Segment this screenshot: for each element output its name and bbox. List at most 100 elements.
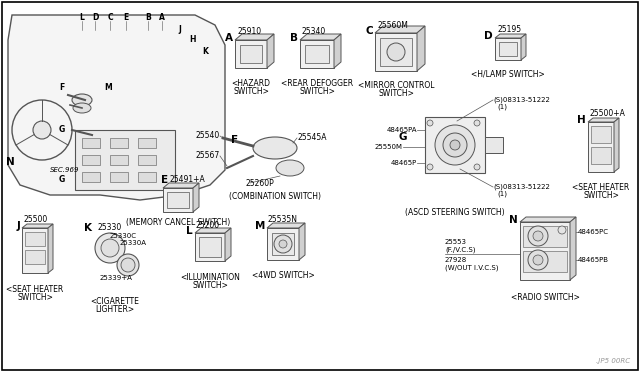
Circle shape xyxy=(427,164,433,170)
Text: K: K xyxy=(202,48,208,57)
Polygon shape xyxy=(235,34,274,40)
Text: J: J xyxy=(16,221,20,231)
Text: L: L xyxy=(186,226,193,236)
Text: <H/LAMP SWITCH>: <H/LAMP SWITCH> xyxy=(471,70,545,78)
Text: (1): (1) xyxy=(497,191,507,197)
Text: F: F xyxy=(232,135,239,145)
Text: 25540: 25540 xyxy=(196,131,220,141)
Text: D: D xyxy=(484,31,493,41)
Text: SWITCH>: SWITCH> xyxy=(299,87,335,96)
Text: B: B xyxy=(290,33,298,43)
Circle shape xyxy=(95,233,125,263)
Circle shape xyxy=(533,255,543,265)
Bar xyxy=(588,122,614,172)
Text: <SEAT HEATER: <SEAT HEATER xyxy=(6,285,63,295)
Text: 25553: 25553 xyxy=(445,239,467,245)
Bar xyxy=(199,237,221,257)
Bar xyxy=(523,251,567,272)
Text: 25545A: 25545A xyxy=(297,134,326,142)
Polygon shape xyxy=(22,224,53,228)
Text: <HAZARD: <HAZARD xyxy=(232,78,271,87)
Text: E: E xyxy=(161,175,168,185)
Text: SWITCH>: SWITCH> xyxy=(583,192,619,201)
Text: 25195: 25195 xyxy=(497,26,521,35)
Circle shape xyxy=(101,239,119,257)
Text: 25260P: 25260P xyxy=(245,179,274,187)
Text: (COMBINATION SWITCH): (COMBINATION SWITCH) xyxy=(229,192,321,201)
Text: SWITCH>: SWITCH> xyxy=(192,280,228,289)
Circle shape xyxy=(279,240,287,248)
Polygon shape xyxy=(193,183,199,212)
Text: LIGHTER>: LIGHTER> xyxy=(95,305,134,314)
Polygon shape xyxy=(48,224,53,273)
Text: (S)08313-51222: (S)08313-51222 xyxy=(493,97,550,103)
Text: 48465PB: 48465PB xyxy=(578,257,609,263)
Text: <SEAT HEATER: <SEAT HEATER xyxy=(572,183,630,192)
Bar xyxy=(272,233,294,255)
Text: D: D xyxy=(92,13,98,22)
Text: 25500: 25500 xyxy=(23,215,47,224)
Text: 27928: 27928 xyxy=(445,257,467,263)
Bar xyxy=(485,137,503,153)
Bar xyxy=(75,130,175,190)
Text: <RADIO SWITCH>: <RADIO SWITCH> xyxy=(511,294,579,302)
Polygon shape xyxy=(299,223,305,260)
Text: 25330C: 25330C xyxy=(110,233,137,239)
Polygon shape xyxy=(334,34,341,68)
Text: <MIRROR CONTROL: <MIRROR CONTROL xyxy=(358,81,435,90)
Text: L: L xyxy=(79,13,84,22)
Bar xyxy=(380,38,412,66)
Text: (MEMORY CANCEL SWITCH): (MEMORY CANCEL SWITCH) xyxy=(126,218,230,228)
Polygon shape xyxy=(300,34,341,40)
Bar xyxy=(163,188,193,212)
Bar xyxy=(110,172,128,182)
Bar xyxy=(22,228,48,273)
Text: 25330: 25330 xyxy=(98,224,122,232)
Text: (F./V.C.S): (F./V.C.S) xyxy=(445,247,476,253)
Bar xyxy=(235,40,267,68)
Circle shape xyxy=(274,235,292,253)
Bar xyxy=(82,138,100,148)
Text: C: C xyxy=(107,13,113,22)
Text: N: N xyxy=(6,157,14,167)
Text: 25340: 25340 xyxy=(302,28,326,36)
Text: A: A xyxy=(159,13,165,22)
Text: <ILLUMINATION: <ILLUMINATION xyxy=(180,273,240,282)
Text: 25200: 25200 xyxy=(196,221,220,230)
Text: 25567: 25567 xyxy=(196,151,220,160)
Polygon shape xyxy=(195,228,231,233)
Bar xyxy=(375,33,417,71)
Text: SEC.969: SEC.969 xyxy=(50,167,79,173)
Polygon shape xyxy=(495,34,526,38)
Polygon shape xyxy=(417,26,425,71)
Bar xyxy=(138,138,156,148)
Bar xyxy=(425,117,485,173)
Polygon shape xyxy=(521,34,526,60)
Bar xyxy=(82,172,100,182)
Text: <CIGARETTE: <CIGARETTE xyxy=(91,298,140,307)
Text: N: N xyxy=(509,215,518,225)
Circle shape xyxy=(435,125,475,165)
Text: 25500+A: 25500+A xyxy=(589,109,625,119)
Text: 48465P: 48465P xyxy=(391,160,417,166)
Ellipse shape xyxy=(253,137,297,159)
Text: M: M xyxy=(104,83,112,93)
Bar xyxy=(591,147,611,164)
Polygon shape xyxy=(570,217,576,280)
Text: 25560M: 25560M xyxy=(377,20,408,29)
Circle shape xyxy=(528,250,548,270)
Text: <REAR DEFOGGER: <REAR DEFOGGER xyxy=(281,78,353,87)
Text: B: B xyxy=(145,13,151,22)
Bar xyxy=(138,155,156,165)
Text: 25535N: 25535N xyxy=(268,215,298,224)
Bar xyxy=(240,45,262,63)
Text: G: G xyxy=(59,176,65,185)
Text: J: J xyxy=(179,26,181,35)
Circle shape xyxy=(121,258,135,272)
Polygon shape xyxy=(267,34,274,68)
Polygon shape xyxy=(375,26,425,33)
Text: H: H xyxy=(189,35,196,45)
Ellipse shape xyxy=(72,94,92,106)
Text: SWITCH>: SWITCH> xyxy=(378,90,414,99)
Bar xyxy=(523,226,567,247)
